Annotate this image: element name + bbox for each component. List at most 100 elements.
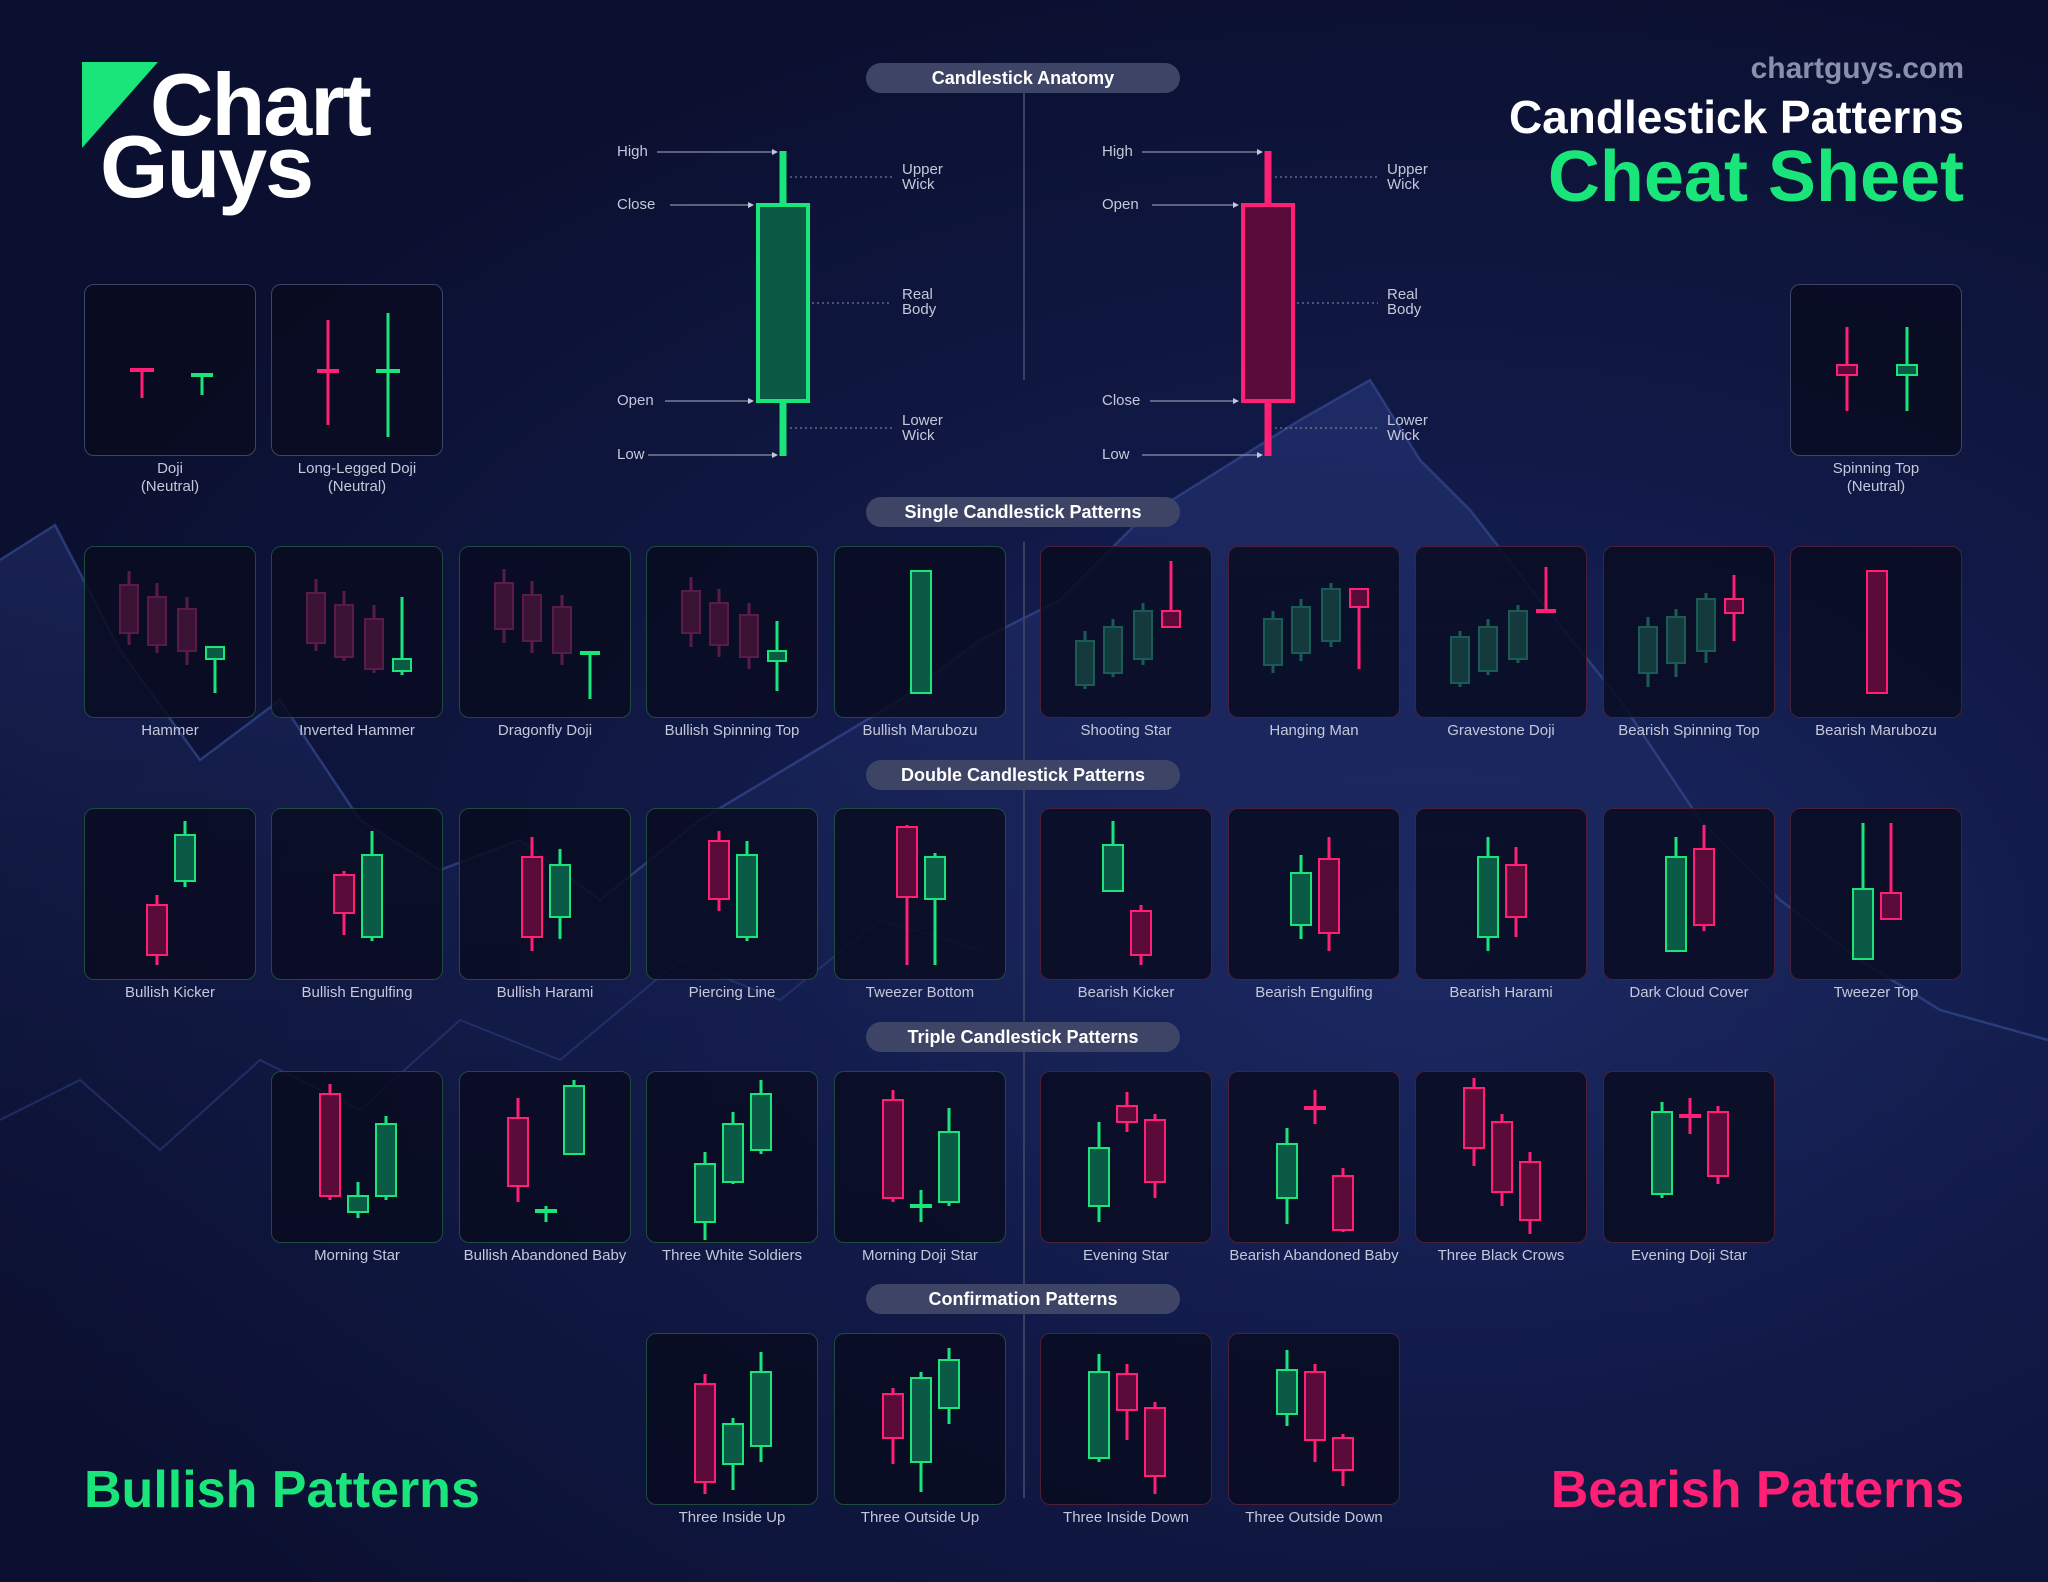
- candle-body: [1332, 1437, 1354, 1471]
- pattern-name: Doji: [157, 460, 183, 477]
- candle: [694, 1152, 716, 1240]
- pattern-card-three-white-soldiers: [646, 1071, 818, 1243]
- pattern-label: Three Outside Up: [820, 1509, 1020, 1527]
- candle-body: [1896, 364, 1918, 376]
- candle: [334, 591, 354, 661]
- section-pill-confirmation: Confirmation Patterns: [866, 1284, 1180, 1314]
- pattern-label: Three Outside Down: [1214, 1509, 1414, 1527]
- pattern-chart: [1836, 327, 1918, 411]
- candle: [1491, 1114, 1513, 1206]
- candle: [392, 597, 412, 675]
- pattern-chart: [708, 831, 758, 941]
- pattern-label: Shooting Star: [1026, 722, 1226, 740]
- candle: [1290, 855, 1312, 939]
- pattern-label: Bearish Harami: [1401, 984, 1601, 1002]
- pattern-chart: [146, 821, 196, 965]
- candle-body: [1332, 1175, 1354, 1231]
- candle-body: [694, 1163, 716, 1223]
- pattern-chart: [333, 831, 383, 941]
- pattern-card-three-inside-up: [646, 1333, 818, 1505]
- pattern-card-gravestone-doji: [1415, 546, 1587, 718]
- pattern-sub: (Neutral): [327, 478, 387, 495]
- candle: [376, 313, 400, 437]
- candle: [1161, 561, 1181, 628]
- pattern-name: Long-Legged Doji: [297, 460, 417, 477]
- pattern-name: Three Outside Down: [1245, 1509, 1383, 1526]
- candle: [910, 570, 932, 694]
- candle-body: [333, 874, 355, 914]
- candle-body: [767, 650, 787, 662]
- pattern-name: Evening Doji Star: [1631, 1247, 1747, 1264]
- candle: [1144, 1402, 1166, 1494]
- site-url[interactable]: chartguys.com: [1750, 52, 1964, 85]
- anatomy-label-open: Open: [1102, 196, 1139, 213]
- pattern-label: Bullish Kicker: [70, 984, 270, 1002]
- pattern-name: Dark Cloud Cover: [1629, 984, 1749, 1001]
- pattern-name: Bullish Harami: [496, 984, 594, 1001]
- pattern-card-bullish-harami: [459, 808, 631, 980]
- candle-body: [1116, 1373, 1138, 1411]
- anatomy-label-low: Low: [1102, 446, 1130, 463]
- candle-body: [910, 570, 932, 694]
- candle: [494, 569, 514, 643]
- candle-body: [563, 1085, 585, 1155]
- candle-body: [580, 651, 600, 655]
- candle-body: [1276, 1143, 1298, 1199]
- pattern-chart: [319, 1084, 397, 1218]
- candle: [319, 1084, 341, 1200]
- candle: [1638, 617, 1658, 687]
- candle-body: [1505, 864, 1527, 918]
- candle-body: [1075, 640, 1095, 686]
- candle-body: [709, 602, 729, 646]
- candle-body: [1130, 910, 1152, 956]
- candle-body: [1852, 888, 1874, 960]
- candle: [1866, 570, 1888, 694]
- candle-body: [1450, 636, 1470, 684]
- anatomy-label-low: Low: [617, 446, 645, 463]
- pattern-label: Dragonfly Doji: [445, 722, 645, 740]
- pattern-name: Bearish Abandoned Baby: [1229, 1247, 1399, 1264]
- candle-body: [1866, 570, 1888, 694]
- pattern-name: Bearish Marubozu: [1815, 722, 1937, 739]
- pattern-sub: (Neutral): [1846, 478, 1906, 495]
- candle: [1693, 825, 1715, 931]
- candle: [750, 1352, 772, 1462]
- pattern-label: Bearish Marubozu: [1776, 722, 1976, 740]
- pattern-chart: [1463, 1078, 1541, 1234]
- candle-body: [750, 1093, 772, 1151]
- candle: [364, 605, 384, 673]
- bearish-anatomy-arrowheads: [1233, 149, 1263, 458]
- anatomy-diagram: [648, 149, 1378, 458]
- candle: [750, 1080, 772, 1154]
- pattern-name: Morning Doji Star: [862, 1247, 978, 1264]
- candle-body: [1088, 1371, 1110, 1459]
- candle-body: [694, 1383, 716, 1483]
- candle: [521, 837, 543, 951]
- pattern-card-shooting-star: [1040, 546, 1212, 718]
- candle-body: [722, 1423, 744, 1465]
- candle: [1103, 619, 1123, 677]
- pattern-chart: [694, 1352, 772, 1494]
- candle-body: [882, 1099, 904, 1199]
- candle-body: [317, 369, 339, 373]
- candle: [1505, 847, 1527, 937]
- pattern-label: Morning Star: [257, 1247, 457, 1265]
- candle-body: [1519, 1161, 1541, 1221]
- pattern-chart: [130, 368, 213, 398]
- pattern-chart: [521, 837, 571, 951]
- candle: [119, 571, 139, 645]
- candle: [205, 646, 225, 693]
- pattern-name: Bullish Kicker: [124, 984, 216, 1001]
- candle-body: [146, 904, 168, 956]
- candle: [938, 1348, 960, 1424]
- candle-body: [319, 1093, 341, 1197]
- candle-body: [205, 646, 225, 660]
- candle-body: [722, 1123, 744, 1183]
- pattern-label: Bearish Engulfing: [1214, 984, 1414, 1002]
- candle-body: [130, 368, 154, 372]
- candle: [1318, 837, 1340, 951]
- candle: [767, 621, 787, 691]
- candle-body: [1696, 598, 1716, 652]
- pattern-name: Three Black Crows: [1437, 1247, 1565, 1264]
